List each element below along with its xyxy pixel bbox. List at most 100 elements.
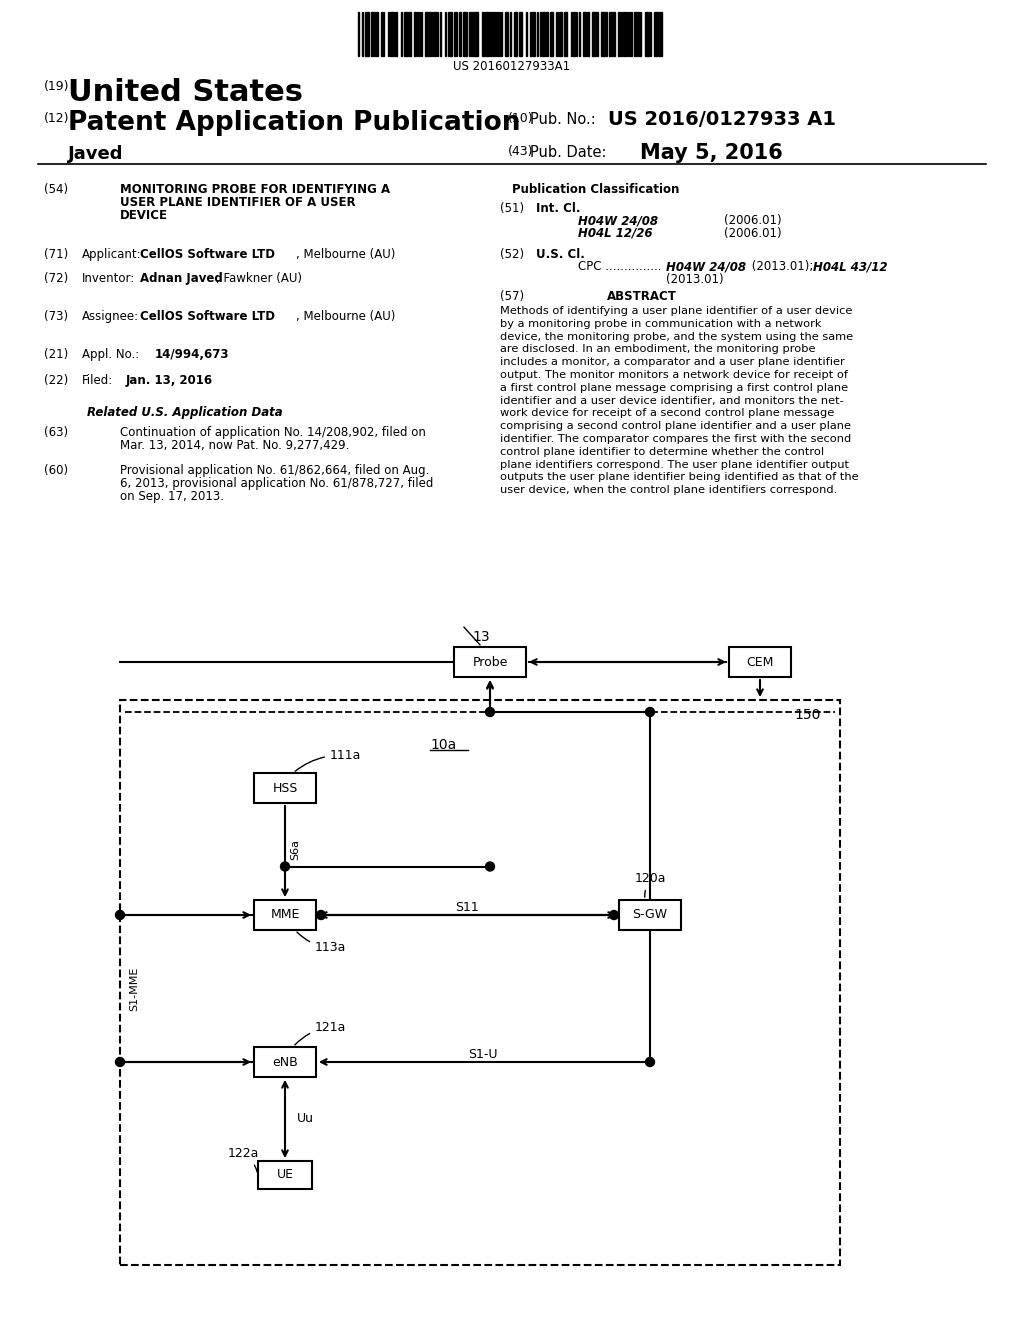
Bar <box>404 12 408 55</box>
Text: MONITORING PROBE FOR IDENTIFYING A: MONITORING PROBE FOR IDENTIFYING A <box>120 183 390 195</box>
Text: output. The monitor monitors a network device for receipt of: output. The monitor monitors a network d… <box>500 370 848 380</box>
Bar <box>425 12 428 55</box>
Text: (71): (71) <box>44 248 69 261</box>
Text: (60): (60) <box>44 465 69 477</box>
Text: Continuation of application No. 14/208,902, filed on: Continuation of application No. 14/208,9… <box>120 426 426 440</box>
Text: (51): (51) <box>500 202 524 215</box>
Bar <box>623 12 626 55</box>
Bar <box>120 700 840 1265</box>
Text: Javed: Javed <box>68 145 124 162</box>
Bar <box>486 12 489 55</box>
Text: H04L 43/12: H04L 43/12 <box>813 260 888 273</box>
Text: US 20160127933A1: US 20160127933A1 <box>454 59 570 73</box>
Bar <box>542 12 545 55</box>
Text: (72): (72) <box>44 272 69 285</box>
Text: (21): (21) <box>44 348 69 360</box>
Bar <box>659 12 662 55</box>
Circle shape <box>485 708 495 717</box>
Text: (19): (19) <box>44 81 70 92</box>
Text: by a monitoring probe in communication with a network: by a monitoring probe in communication w… <box>500 319 821 329</box>
Text: S11: S11 <box>456 902 479 913</box>
Bar <box>434 12 436 55</box>
Text: (63): (63) <box>44 426 69 440</box>
Bar <box>450 12 452 55</box>
Text: H04W 24/08: H04W 24/08 <box>666 260 746 273</box>
Text: Applicant:: Applicant: <box>82 248 141 261</box>
Text: S6a: S6a <box>290 838 300 859</box>
Circle shape <box>116 1057 125 1067</box>
Text: (52): (52) <box>500 248 524 261</box>
Bar <box>376 12 378 55</box>
Circle shape <box>485 862 495 871</box>
Text: May 5, 2016: May 5, 2016 <box>640 143 782 162</box>
Bar <box>532 12 535 55</box>
Bar <box>645 12 649 55</box>
Text: identifier and a user device identifier, and monitors the net-: identifier and a user device identifier,… <box>500 396 844 405</box>
Text: UE: UE <box>276 1168 294 1181</box>
Text: Int. Cl.: Int. Cl. <box>536 202 581 215</box>
Bar <box>371 12 373 55</box>
Text: eNB: eNB <box>272 1056 298 1068</box>
Text: Uu: Uu <box>297 1113 314 1126</box>
Text: S1-U: S1-U <box>468 1048 498 1061</box>
Bar <box>409 12 411 55</box>
Text: CEM: CEM <box>746 656 774 668</box>
Circle shape <box>316 911 326 920</box>
Text: CPC ...............: CPC ............... <box>578 260 666 273</box>
Text: (57): (57) <box>500 290 524 304</box>
Text: Assignee:: Assignee: <box>82 310 139 323</box>
Text: Mar. 13, 2014, now Pat. No. 9,277,429.: Mar. 13, 2014, now Pat. No. 9,277,429. <box>120 440 349 451</box>
Circle shape <box>116 911 125 920</box>
Bar <box>390 12 394 55</box>
Text: 111a: 111a <box>295 748 361 771</box>
Text: (2013.01): (2013.01) <box>666 273 724 286</box>
Bar <box>618 900 681 931</box>
Bar <box>729 647 791 677</box>
Bar <box>254 1047 316 1077</box>
Text: includes a monitor, a comparator and a user plane identifier: includes a monitor, a comparator and a u… <box>500 358 845 367</box>
Text: (22): (22) <box>44 374 69 387</box>
Circle shape <box>645 708 654 717</box>
Text: 113a: 113a <box>297 932 346 954</box>
Text: H04W 24/08: H04W 24/08 <box>578 214 658 227</box>
Text: Appl. No.:: Appl. No.: <box>82 348 139 360</box>
Text: (2006.01): (2006.01) <box>724 227 781 240</box>
Text: S1-MME: S1-MME <box>129 966 139 1011</box>
Text: 120a: 120a <box>635 873 667 898</box>
Bar <box>519 12 522 55</box>
Bar <box>492 12 494 55</box>
Text: device, the monitoring probe, and the system using the same: device, the monitoring probe, and the sy… <box>500 331 853 342</box>
Text: MME: MME <box>270 908 300 921</box>
Text: 150: 150 <box>794 708 820 722</box>
Text: US 2016/0127933 A1: US 2016/0127933 A1 <box>608 110 836 129</box>
Bar <box>459 12 461 55</box>
Circle shape <box>645 1057 654 1067</box>
Text: S-GW: S-GW <box>633 908 668 921</box>
Text: are disclosed. In an embodiment, the monitoring probe: are disclosed. In an embodiment, the mon… <box>500 345 815 354</box>
Text: USER PLANE IDENTIFIER OF A USER: USER PLANE IDENTIFIER OF A USER <box>120 195 355 209</box>
Bar <box>609 12 612 55</box>
Text: Pub. Date:: Pub. Date: <box>530 145 606 160</box>
Bar <box>592 12 596 55</box>
Text: Pub. No.:: Pub. No.: <box>530 112 596 127</box>
Bar <box>258 1162 312 1189</box>
Text: a first control plane message comprising a first control plane: a first control plane message comprising… <box>500 383 848 393</box>
Text: United States: United States <box>68 78 303 107</box>
Text: control plane identifier to determine whether the control: control plane identifier to determine wh… <box>500 446 824 457</box>
Text: , Melbourne (AU): , Melbourne (AU) <box>296 310 395 323</box>
Text: (12): (12) <box>44 112 70 125</box>
Text: Methods of identifying a user plane identifier of a user device: Methods of identifying a user plane iden… <box>500 306 852 315</box>
Text: 10a: 10a <box>430 738 457 752</box>
Bar <box>254 774 316 803</box>
Text: , Fawkner (AU): , Fawkner (AU) <box>216 272 302 285</box>
Text: outputs the user plane identifier being identified as that of the: outputs the user plane identifier being … <box>500 473 859 482</box>
Bar <box>639 12 641 55</box>
Text: Provisional application No. 61/862,664, filed on Aug.: Provisional application No. 61/862,664, … <box>120 465 429 477</box>
Text: work device for receipt of a second control plane message: work device for receipt of a second cont… <box>500 408 835 418</box>
Bar <box>550 12 553 55</box>
Bar <box>560 12 562 55</box>
Bar <box>613 12 615 55</box>
Text: Inventor:: Inventor: <box>82 272 135 285</box>
Text: CellOS Software LTD: CellOS Software LTD <box>140 248 275 261</box>
Text: (2006.01): (2006.01) <box>724 214 781 227</box>
